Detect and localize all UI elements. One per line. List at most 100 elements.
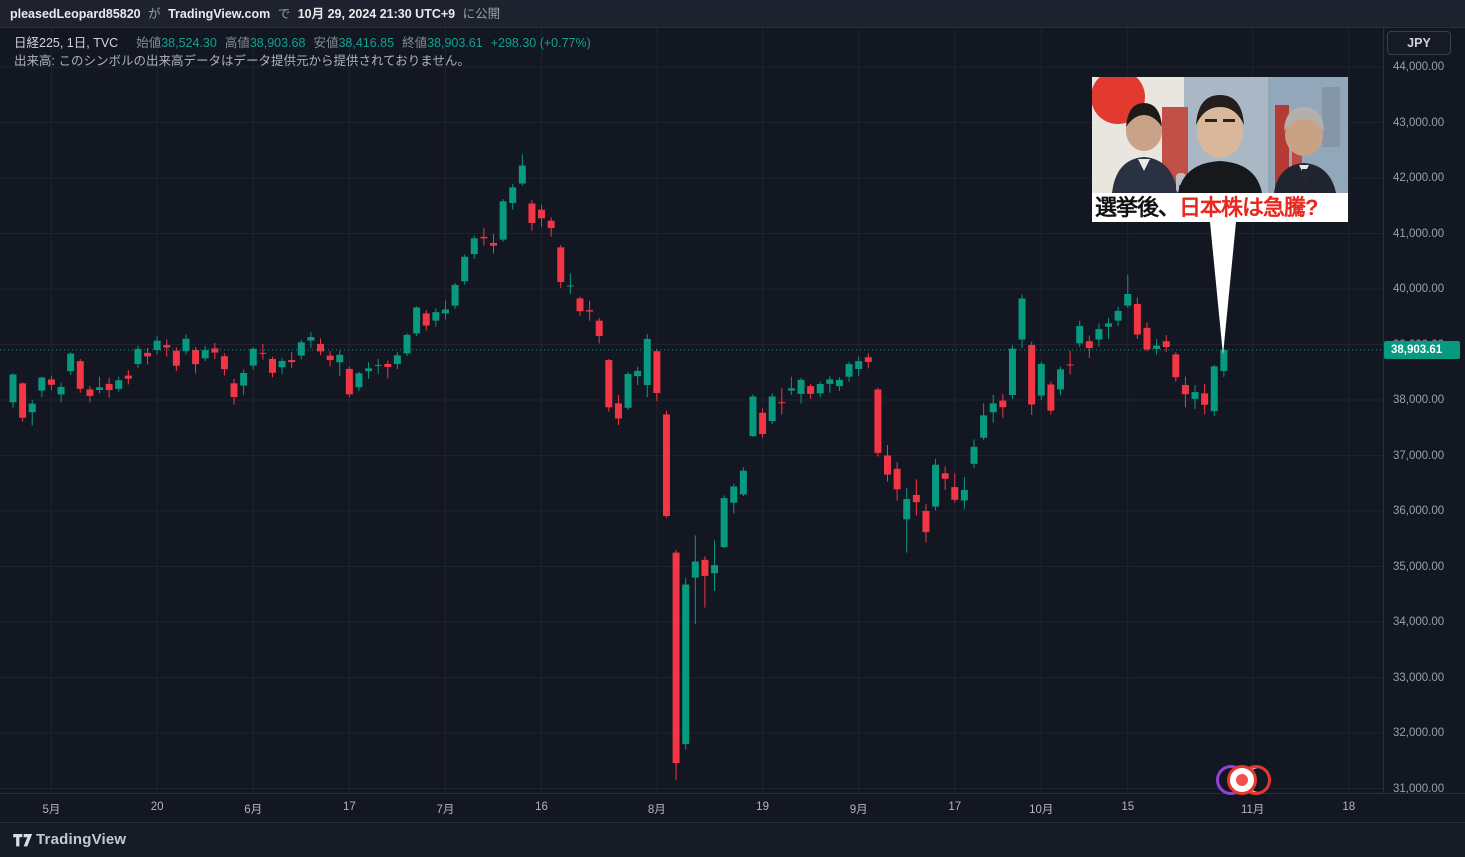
open-value: 38,524.30: [161, 36, 217, 50]
time-axis-label: 11月: [1240, 804, 1265, 816]
price-axis-label: 44,000.00: [1393, 61, 1445, 73]
candle-body: [1153, 345, 1161, 349]
candle-body: [470, 238, 478, 255]
candle-body: [1114, 310, 1122, 321]
candle-body: [134, 348, 142, 364]
candle-body: [230, 383, 238, 398]
candle-body: [903, 499, 911, 520]
candle-body: [720, 498, 728, 548]
close-label: 終値: [402, 36, 428, 50]
tradingview-link[interactable]: TradingView.com: [168, 7, 271, 21]
candle-body: [1162, 341, 1170, 348]
candle-body: [845, 364, 853, 377]
price-axis-label: 34,000.00: [1393, 616, 1445, 628]
publisher-username[interactable]: pleasedLeopard85820: [10, 7, 141, 21]
candle-body: [480, 236, 488, 239]
time-axis-label: 7月: [436, 804, 455, 816]
candle-body: [38, 377, 46, 391]
candle-body: [797, 379, 805, 394]
footer-bar: TradingView: [0, 822, 1465, 857]
symbol-title[interactable]: 日経225, 1日, TVC: [14, 36, 119, 50]
candle-body: [787, 388, 795, 391]
candle-body: [586, 310, 594, 312]
candle-body: [1124, 293, 1132, 306]
time-axis-label: 17: [342, 801, 356, 813]
candle-body: [1105, 323, 1113, 327]
time-axis-label: 15: [1121, 801, 1135, 813]
candle-body: [614, 403, 622, 419]
candle-body: [76, 361, 84, 389]
candle-body: [1172, 354, 1180, 378]
candle-body: [326, 355, 334, 361]
candle-body: [739, 470, 747, 495]
candle-body: [432, 312, 440, 321]
candle-body: [220, 356, 228, 370]
candle-body: [249, 348, 257, 366]
candle-body: [67, 353, 75, 372]
candle-body: [490, 242, 497, 246]
candle-body: [951, 487, 959, 500]
candle-body: [855, 361, 863, 369]
candle-body: [393, 355, 401, 364]
time-axis[interactable]: 5月 20 6月 17 7月 16 8月 19 9月 17 10月 15 11月 18: [0, 793, 1465, 822]
candle-body: [576, 298, 584, 312]
candle-body: [922, 511, 930, 533]
publish-particle: が: [148, 7, 161, 21]
candle-body: [47, 379, 55, 385]
candle-body: [528, 203, 536, 223]
publish-suffix: に公開: [462, 7, 501, 21]
candle-body: [653, 351, 661, 394]
publish-particle2: で: [277, 7, 291, 21]
candle-body: [730, 486, 738, 503]
candle-body: [384, 363, 392, 367]
candle-body: [1143, 327, 1151, 350]
candle-body: [57, 386, 65, 395]
time-axis-label: 9月: [849, 804, 868, 816]
candle-body: [778, 402, 786, 404]
price-axis-label: 42,000.00: [1393, 172, 1445, 184]
candle-body: [1181, 385, 1189, 395]
candle-body: [538, 209, 546, 219]
candle-body: [970, 446, 978, 464]
candle-body: [1095, 329, 1103, 340]
price-axis[interactable]: 31,000.00 32,000.00 33,000.00 34,000.00 35,0…: [1383, 28, 1465, 795]
candle-body: [355, 373, 363, 388]
candle-body: [172, 350, 180, 366]
candle-body: [461, 256, 469, 282]
candle-body: [874, 389, 882, 453]
publish-datetime: 10月 29, 2024 21:30 UTC+9: [297, 7, 456, 21]
candle-body: [749, 396, 757, 437]
candle-body: [441, 309, 449, 314]
candle-body: [682, 584, 690, 745]
time-axis-label: 18: [1342, 801, 1356, 813]
price-axis-label: 36,000.00: [1393, 505, 1445, 517]
tradingview-brand-text[interactable]: TradingView: [36, 831, 127, 848]
candle-body: [1008, 348, 1016, 396]
candle-body: [634, 370, 642, 377]
time-axis-label: 20: [150, 801, 164, 813]
candle-body: [95, 387, 103, 391]
currency-toggle-button[interactable]: JPY: [1387, 31, 1451, 55]
price-axis-label: 37,000.00: [1393, 449, 1445, 462]
price-axis-label: 43,000.00: [1393, 116, 1445, 129]
candle-body: [912, 494, 920, 503]
time-axis-label: 8月: [647, 804, 666, 816]
candle-body: [9, 374, 17, 403]
publish-bar: pleasedLeopard85820 が TradingView.com で …: [0, 0, 1465, 28]
tradingview-logo-icon[interactable]: [12, 832, 34, 849]
candle-body: [297, 342, 305, 356]
candle-body: [268, 358, 276, 373]
candle-body: [960, 489, 968, 501]
candle-body: [605, 360, 613, 408]
candle-body: [105, 383, 113, 391]
price-axis-label: 35,000.00: [1393, 560, 1445, 573]
candle-body: [999, 400, 1007, 408]
candle-body: [240, 372, 248, 386]
candle-body: [1028, 345, 1036, 405]
candle-body: [403, 334, 411, 354]
reaction-emoji-marker[interactable]: [1216, 765, 1286, 797]
price-axis-label: 33,000.00: [1393, 671, 1445, 684]
candle-body: [1066, 364, 1074, 366]
